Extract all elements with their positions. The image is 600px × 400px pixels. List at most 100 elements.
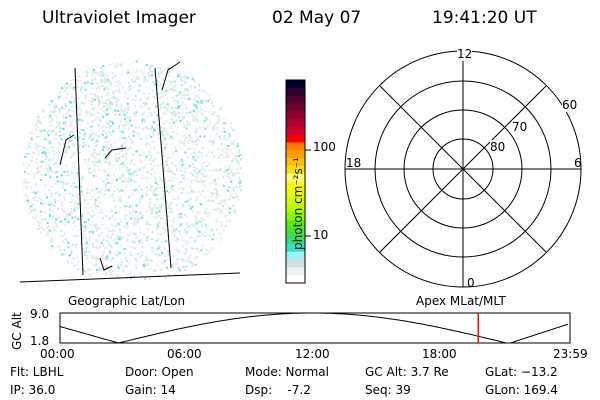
uv-pixel [213,123,216,126]
uv-pixel [222,127,225,130]
uv-pixel [140,138,143,141]
uv-pixel [170,118,173,121]
uv-pixel [74,104,77,107]
uv-pixel [195,227,198,230]
uv-pixel [155,206,158,209]
uv-pixel [167,170,170,173]
uv-pixel [62,114,65,117]
uv-pixel [195,175,198,178]
uv-pixel [74,246,77,249]
uv-pixel [179,119,182,122]
uv-pixel [36,220,39,223]
uv-pixel [139,99,142,102]
uv-pixel [139,159,142,162]
uv-pixel [78,146,81,149]
uv-pixel [142,151,145,154]
uv-pixel [183,231,186,234]
uv-pixel [186,156,189,159]
uv-pixel [131,61,134,64]
uv-pixel [128,205,131,208]
uv-pixel [84,199,87,202]
uv-pixel [166,108,169,111]
uv-pixel [177,105,180,108]
uv-pixel [125,260,128,263]
uv-pixel [228,164,231,167]
uv-pixel [87,114,90,117]
uv-pixel [37,227,40,230]
uv-pixel [152,160,155,163]
uv-pixel [88,236,91,239]
colorbar-band [286,189,305,198]
uv-pixel [162,193,165,196]
uv-pixel [149,184,152,187]
uv-pixel [189,124,192,127]
uv-pixel [66,170,69,173]
uv-pixel [174,80,177,83]
uv-pixel [121,189,124,192]
uv-pixel [195,247,198,250]
uv-pixel [24,155,27,158]
uv-pixel [169,71,172,74]
uv-pixel [130,272,133,275]
uv-pixel [89,136,92,139]
uv-pixel [175,248,178,251]
uv-pixel [208,169,211,172]
uv-pixel [157,75,160,78]
uv-pixel [161,178,164,181]
uv-pixel [179,223,182,226]
uv-pixel [141,254,144,257]
uv-pixel [75,217,78,220]
uv-pixel [157,194,160,197]
uv-pixel [203,89,206,92]
uv-pixel [77,260,80,263]
uv-pixel [129,204,132,207]
uv-pixel [122,163,125,166]
uv-pixel [167,215,170,218]
uv-pixel [170,135,173,138]
uv-pixel [94,114,97,117]
uv-pixel [105,177,108,180]
uv-pixel [63,85,66,88]
uv-pixel [141,119,144,122]
uv-pixel [182,142,185,145]
uv-pixel [212,178,215,181]
uv-pixel [119,82,122,85]
uv-pixel [113,164,116,167]
uv-pixel [112,238,115,241]
uv-pixel [63,232,66,235]
uv-pixel [109,100,112,103]
uv-pixel [116,63,119,66]
uv-pixel [165,240,168,243]
uv-pixel [164,224,167,227]
uv-pixel [34,161,37,164]
uv-pixel [198,230,201,233]
uv-pixel [161,150,164,153]
uv-pixel [206,254,209,257]
colorbar-band [286,212,305,222]
uv-pixel [144,176,147,179]
uv-pixel [240,189,243,192]
uv-pixel [43,193,46,196]
uv-pixel [213,155,216,158]
uv-pixel [123,108,126,111]
uv-pixel [112,185,115,188]
colorbar-band [286,251,305,261]
uv-pixel [160,72,163,75]
uv-pixel [219,130,222,133]
uv-pixel [59,220,62,223]
uv-pixel [157,151,160,154]
uv-pixel [224,224,227,227]
uv-pixel [224,128,227,131]
uv-pixel [85,111,88,114]
uv-pixel [222,149,225,152]
uv-pixel [69,99,72,102]
uv-pixel [213,111,216,114]
uv-pixel [220,199,223,202]
uv-pixel [57,149,60,152]
uv-pixel [175,106,178,109]
uv-pixel [121,136,124,139]
uv-pixel [179,167,182,170]
uv-pixel [197,150,200,153]
uv-pixel [118,89,121,92]
uv-pixel [70,171,73,174]
